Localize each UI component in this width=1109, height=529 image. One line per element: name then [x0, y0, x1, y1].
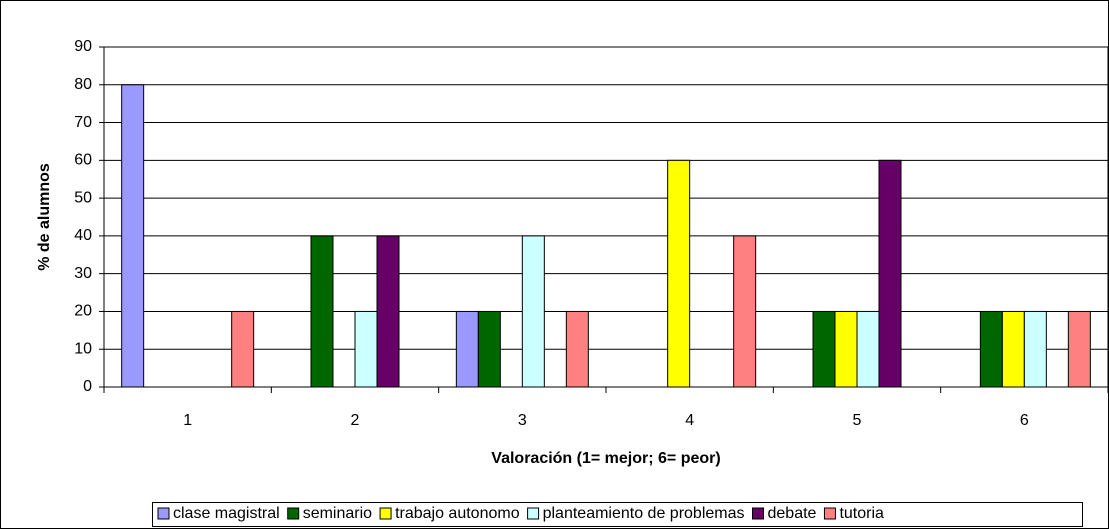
- x-axis-title: Valoración (1= mejor; 6= peor): [491, 450, 720, 467]
- bar: [455, 310, 479, 388]
- bar: [733, 235, 757, 388]
- legend-label: debate: [768, 505, 817, 522]
- bar: [1023, 310, 1047, 388]
- y-tick-label: 0: [83, 378, 92, 395]
- bar: [376, 235, 400, 388]
- x-tick-label: 5: [853, 412, 862, 429]
- bar: [121, 84, 145, 388]
- x-tick-label: 4: [685, 412, 694, 429]
- legend-label: tutoria: [839, 505, 884, 522]
- legend-swatch: [379, 507, 392, 520]
- bar: [979, 310, 1003, 388]
- legend-swatch: [752, 507, 764, 520]
- bar: [667, 159, 691, 388]
- y-tick-label: 60: [74, 152, 92, 169]
- legend-label: clase magistral: [173, 505, 280, 522]
- y-tick-label: 50: [74, 189, 92, 206]
- legend-swatch: [157, 507, 170, 520]
- bar: [310, 235, 334, 388]
- y-tick-label: 30: [74, 265, 92, 282]
- legend-swatch: [527, 507, 540, 520]
- bar: [878, 159, 902, 388]
- y-tick-label: 80: [74, 76, 92, 93]
- y-tick-label: 70: [74, 114, 92, 131]
- bar: [231, 310, 255, 388]
- x-tick-label: 2: [351, 412, 360, 429]
- x-tick-label: 3: [518, 412, 527, 429]
- x-tick-label: 6: [1020, 412, 1029, 429]
- y-axis-title: % de alumnos: [36, 163, 53, 271]
- bar: [565, 310, 589, 388]
- legend-label: planteamiento de problemas: [543, 505, 745, 522]
- legend-label: trabajo autonomo: [395, 505, 520, 522]
- legend-swatch: [823, 507, 836, 520]
- bar: [812, 310, 836, 388]
- bar: [354, 310, 378, 388]
- x-tick-label: 1: [183, 412, 192, 429]
- bar: [477, 310, 501, 388]
- bar: [1067, 310, 1091, 388]
- y-tick-label: 10: [74, 340, 92, 357]
- y-tick-label: 20: [74, 303, 92, 320]
- bar: [856, 310, 880, 388]
- bar: [521, 235, 545, 388]
- legend-box: [152, 502, 1083, 527]
- legend-label: seminario: [303, 505, 372, 522]
- bar: [1001, 310, 1025, 388]
- y-tick-label: 40: [74, 227, 92, 244]
- bar: [834, 310, 858, 388]
- y-tick-label: 90: [74, 38, 92, 55]
- legend-swatch: [287, 507, 300, 520]
